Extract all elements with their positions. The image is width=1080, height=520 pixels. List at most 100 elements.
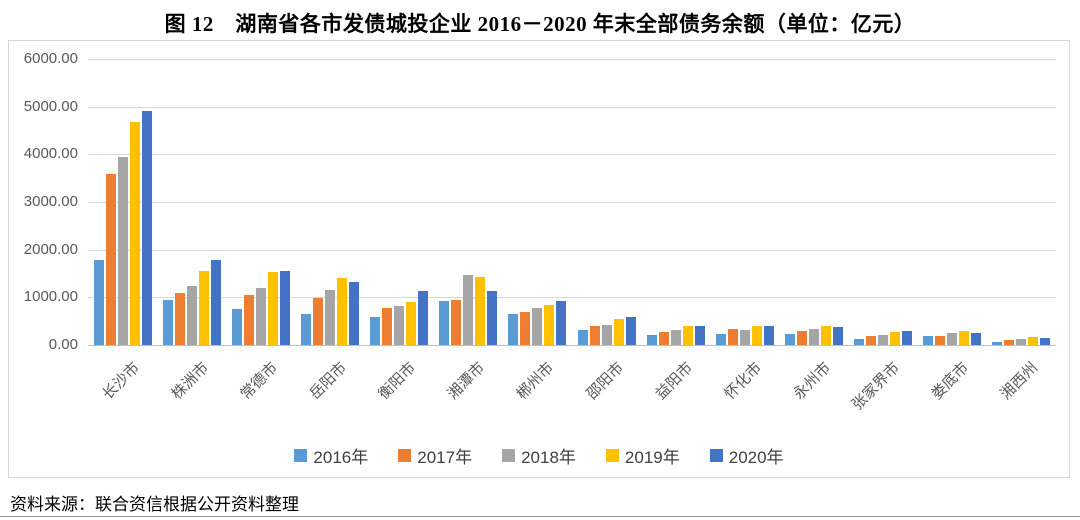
x-tick-label: 岳阳市 xyxy=(306,359,351,403)
legend-label: 2016年 xyxy=(313,448,369,467)
bar xyxy=(117,157,128,345)
bar xyxy=(646,334,657,345)
bar xyxy=(866,335,877,345)
bar xyxy=(1004,339,1015,345)
bar xyxy=(348,281,359,345)
x-tick-label: 邵阳市 xyxy=(582,359,627,403)
bar xyxy=(820,325,831,345)
bar-group xyxy=(710,59,779,345)
x-tick-label: 怀化市 xyxy=(721,359,766,403)
bar xyxy=(890,332,901,345)
bar xyxy=(577,330,588,345)
bar xyxy=(382,308,393,345)
bar xyxy=(231,309,242,345)
bar-group xyxy=(295,59,364,345)
bar xyxy=(971,333,982,345)
bar xyxy=(959,331,970,345)
bar xyxy=(93,260,104,345)
gridline xyxy=(88,202,1056,203)
bar-group xyxy=(157,59,226,345)
bar xyxy=(947,332,958,345)
bar xyxy=(601,325,612,345)
bar xyxy=(508,314,519,345)
y-tick-label: 1000.00 xyxy=(23,288,78,306)
bar-group xyxy=(503,59,572,345)
bar xyxy=(1028,337,1039,345)
legend-item: 2020年 xyxy=(709,443,784,468)
bar xyxy=(129,122,140,345)
y-tick-label: 2000.00 xyxy=(23,240,78,258)
legend-marker-icon xyxy=(709,449,723,462)
bar xyxy=(174,293,185,345)
legend-item: 2016年 xyxy=(294,443,368,468)
bar xyxy=(992,342,1003,345)
bar-group xyxy=(779,59,848,345)
x-axis-labels: 长沙市 株洲市 常德市 岳阳市 衡阳市 湘潭市 郴州市 邵阳市 益阳市 怀化市 永州市 张家界市 娄底市… xyxy=(88,345,1056,425)
y-tick-label: 4000.00 xyxy=(23,145,78,163)
bar xyxy=(682,326,693,345)
x-tick-label: 湘潭市 xyxy=(444,359,489,403)
x-tick-label: 郴州市 xyxy=(513,359,558,403)
bar xyxy=(394,305,405,345)
bar xyxy=(279,271,290,345)
bar xyxy=(1040,338,1051,345)
bar xyxy=(832,327,843,345)
bar xyxy=(715,334,726,345)
bar-group xyxy=(572,59,641,345)
bar xyxy=(370,316,381,345)
bar xyxy=(451,299,462,345)
legend-item: 2017年 xyxy=(398,443,472,468)
bar xyxy=(751,325,762,345)
bar-group xyxy=(226,59,295,345)
y-tick-label: 5000.00 xyxy=(23,97,78,115)
bar xyxy=(255,287,266,345)
y-tick-label: 0.00 xyxy=(48,336,78,353)
gridline xyxy=(88,154,1056,156)
bar xyxy=(902,331,913,345)
x-tick-label: 永州市 xyxy=(790,359,835,403)
bar xyxy=(198,271,209,345)
bar xyxy=(406,302,417,345)
bar-group xyxy=(918,59,987,345)
page-title: 图 12 湖南省各市发债城投企业 2016－2020 年末全部债务余额（单位：亿… xyxy=(164,12,916,36)
bar xyxy=(418,291,429,345)
bar xyxy=(613,318,624,345)
bar xyxy=(763,326,774,345)
bar xyxy=(141,110,152,345)
x-tick-label: 娄底市 xyxy=(928,359,973,403)
bar-group xyxy=(365,59,434,345)
y-tick-label: 6000.00 xyxy=(23,50,78,67)
bar xyxy=(210,260,221,345)
bar xyxy=(463,275,474,345)
bar-group xyxy=(849,59,918,345)
bar xyxy=(324,289,335,345)
bar xyxy=(878,334,889,345)
bar xyxy=(520,311,531,345)
bar xyxy=(796,330,807,345)
legend-item: 2018年 xyxy=(502,443,576,468)
gridline xyxy=(88,59,1056,60)
legend-label: 2020年 xyxy=(728,448,784,467)
legend-label: 2018年 xyxy=(521,448,576,467)
bar xyxy=(589,325,600,345)
bar xyxy=(694,326,705,345)
gridline xyxy=(88,297,1056,299)
bar xyxy=(854,338,865,345)
bar xyxy=(300,314,311,345)
bar xyxy=(544,305,555,345)
x-tick-label: 长沙市 xyxy=(98,359,143,403)
bar xyxy=(267,272,278,345)
bar-group xyxy=(987,59,1056,345)
gridline xyxy=(88,249,1056,251)
chart-legend: 2016年 2017年 2018年 2019年 2020年 xyxy=(8,443,1070,468)
x-tick-label: 湘西州 xyxy=(997,359,1042,403)
x-tick-label: 益阳市 xyxy=(652,359,696,403)
x-axis-line xyxy=(88,345,1056,346)
bar xyxy=(162,299,173,345)
x-tick-label: 张家界市 xyxy=(848,359,904,414)
plot-area xyxy=(88,59,1056,346)
bar xyxy=(487,291,498,345)
bar xyxy=(556,301,567,345)
chart-frame xyxy=(8,40,1070,478)
bar xyxy=(439,300,450,345)
